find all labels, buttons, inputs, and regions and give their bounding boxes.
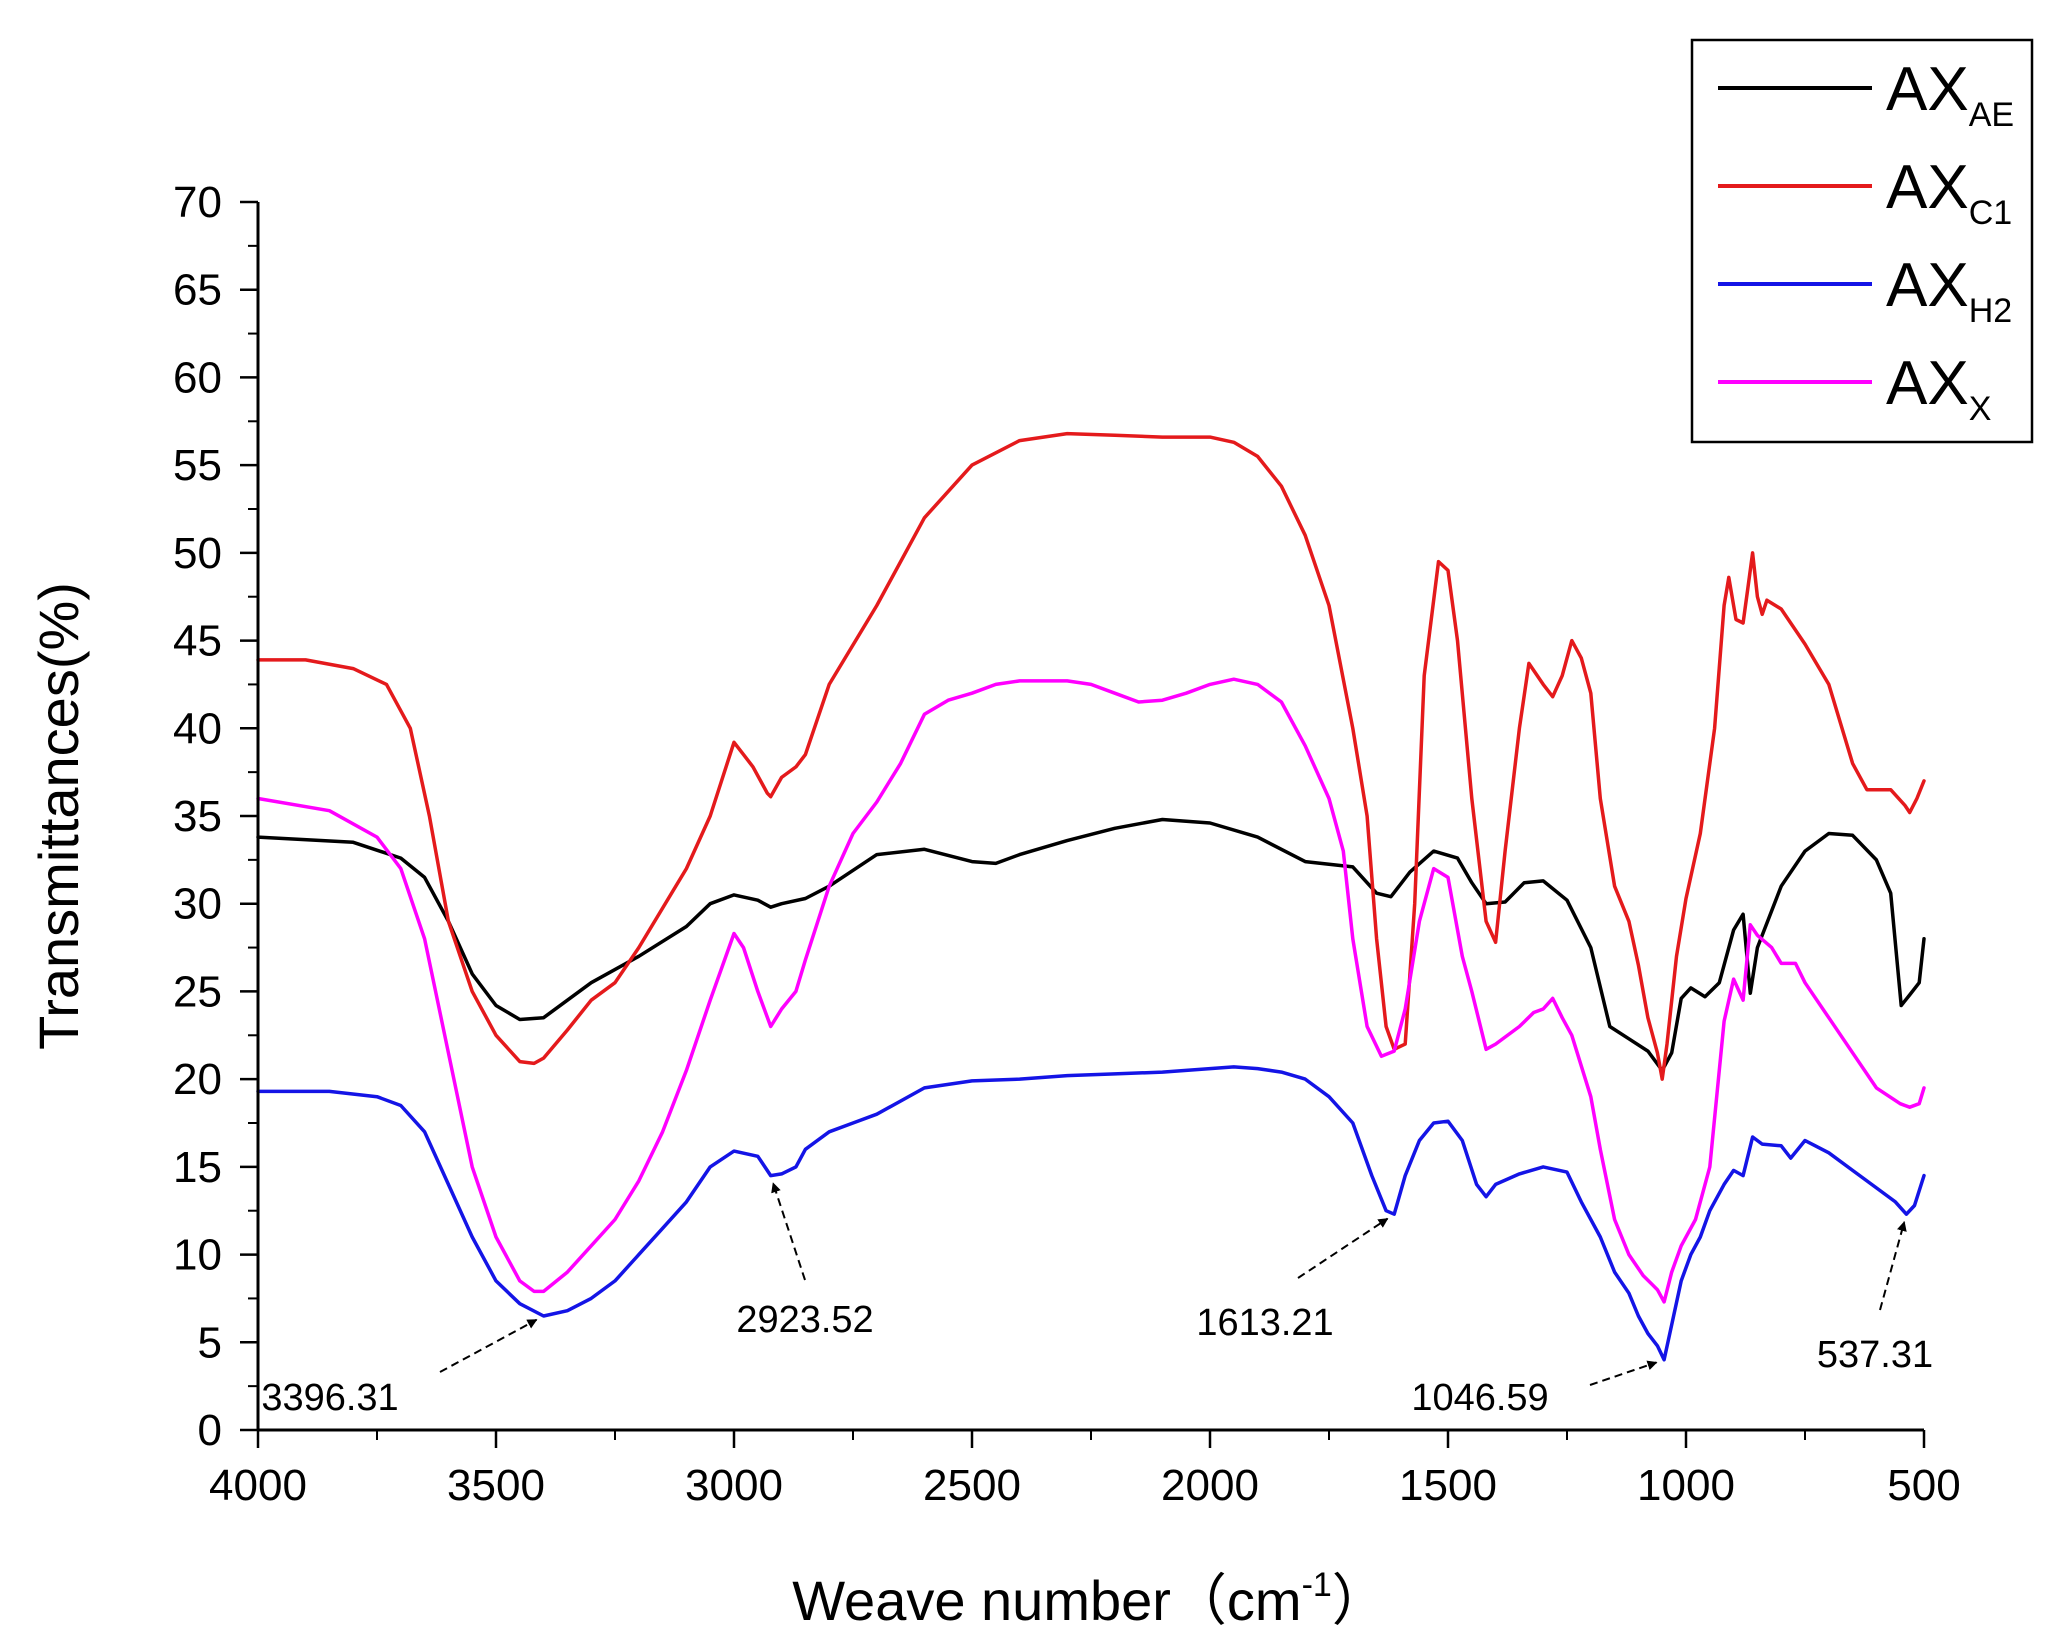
y-tick-label: 40 [173,704,222,753]
x-tick-label: 4000 [209,1461,307,1510]
annotation-arrow [439,1318,538,1373]
y-tick-label: 30 [173,880,222,929]
y-tick-label: 70 [173,178,222,227]
annotation-label: 537.31 [1817,1334,1933,1376]
y-tick-label: 65 [173,266,222,315]
peak-annotations: 3396.31 2923.52 1613.21 1046.59 537.31 [261,1182,1933,1419]
y-tick-label: 0 [198,1406,222,1455]
series-lines [256,431,1926,1362]
series-line-ax-c1 [256,431,1926,1081]
annotation-label: 1046.59 [1411,1377,1548,1419]
y-axis-title: Transmittances(%) [27,582,90,1050]
annotation-arrow [771,1182,806,1281]
legend-label: AXX [1886,349,1991,428]
y-tick-label: 15 [173,1143,222,1192]
annotation-arrow [1297,1217,1389,1279]
x-tick-label: 2000 [1161,1461,1259,1510]
x-axis-ticks: 4000 3500 3000 2500 2000 1500 1000 500 [209,1430,1961,1510]
y-axis-ticks: 0 5 10 15 20 25 30 35 40 45 50 55 60 65 70 [173,178,258,1455]
annotation-arrow [1879,1220,1907,1311]
legend: AXAE AXC1 AXH2 AXX [1690,38,2034,444]
x-tick-label: 500 [1887,1461,1960,1510]
series-line-ax-x [256,677,1926,1304]
annotation-label: 2923.52 [736,1299,873,1341]
legend-box [1690,38,2034,444]
y-tick-label: 60 [173,353,222,402]
y-tick-label: 45 [173,617,222,666]
legend-label: AXH2 [1886,251,2012,330]
x-tick-label: 3000 [685,1461,783,1510]
legend-label: AXAE [1886,55,2014,134]
x-tick-label: 1000 [1637,1461,1735,1510]
annotation-label: 1613.21 [1196,1302,1333,1344]
y-tick-label: 25 [173,967,222,1016]
x-tick-label: 3500 [447,1461,545,1510]
legend-label: AXC1 [1886,153,2012,232]
x-tick-label: 2500 [923,1461,1021,1510]
y-tick-label: 10 [173,1231,222,1280]
series-line-ax-ae [256,817,1926,1073]
y-tick-label: 5 [198,1318,222,1367]
series-line-ax-h2 [256,1065,1926,1362]
annotation-arrow [1589,1360,1658,1386]
y-tick-label: 35 [173,792,222,841]
y-tick-label: 55 [173,441,222,490]
x-tick-label: 1500 [1399,1461,1497,1510]
y-tick-label: 20 [173,1055,222,1104]
annotation-label: 3396.31 [261,1377,398,1419]
x-axis-title: Weave number（cm-1） [792,1566,1388,1632]
y-tick-label: 50 [173,529,222,578]
